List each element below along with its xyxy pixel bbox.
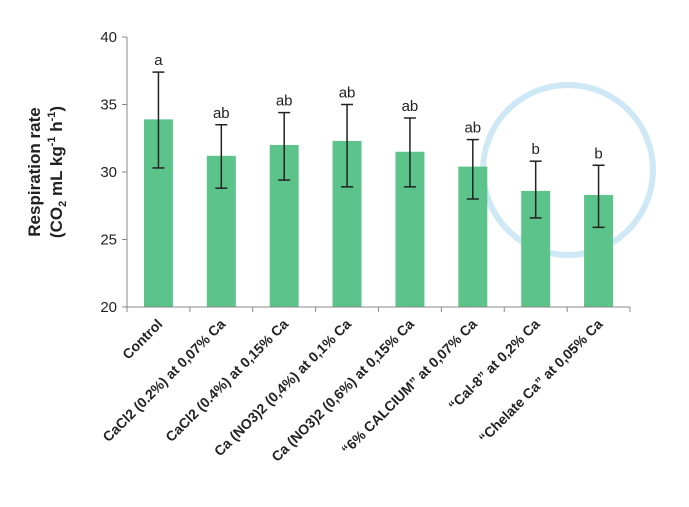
y-tick-label: 35 [100,97,117,114]
y-tick-label: 40 [100,29,117,46]
category-label: CaCl2 (0.2%) at 0,07% Ca [99,316,228,445]
highlight-circle [480,82,656,258]
error-bar [152,71,165,169]
y-axis-title: Respiration rate [25,107,44,236]
category-label: Control [119,316,166,363]
category-label: “Chelate Ca” at 0,05% Ca [476,316,606,446]
significance-label: a [154,52,163,69]
significance-label: b [594,145,602,162]
y-tick-label: 20 [100,299,117,316]
category-label: “6% CALCIUM” at 0,07% Ca [338,316,480,458]
significance-label: ab [402,98,419,115]
significance-label: ab [213,105,230,122]
error-bar [529,160,542,219]
category-label: CaCl2 (0.4%) at 0,15% Ca [162,316,291,445]
error-bar [466,138,479,200]
error-bar [403,117,416,188]
y-tick-label: 25 [100,232,117,249]
bars-layer [143,71,614,307]
error-bar [278,111,291,181]
significance-label: b [532,141,540,158]
error-bar [215,124,228,189]
significance-label: ab [276,93,293,110]
axes-layer: 20 25 30 35 40 [100,29,631,316]
y-tick-label: 30 [100,164,117,181]
error-bar [592,164,605,229]
significance-label: ab [464,120,481,137]
error-bar [341,103,354,188]
y-axis-title-units: (CO2 mL kg-1 h-1) [46,106,69,238]
significance-label: ab [339,85,356,102]
